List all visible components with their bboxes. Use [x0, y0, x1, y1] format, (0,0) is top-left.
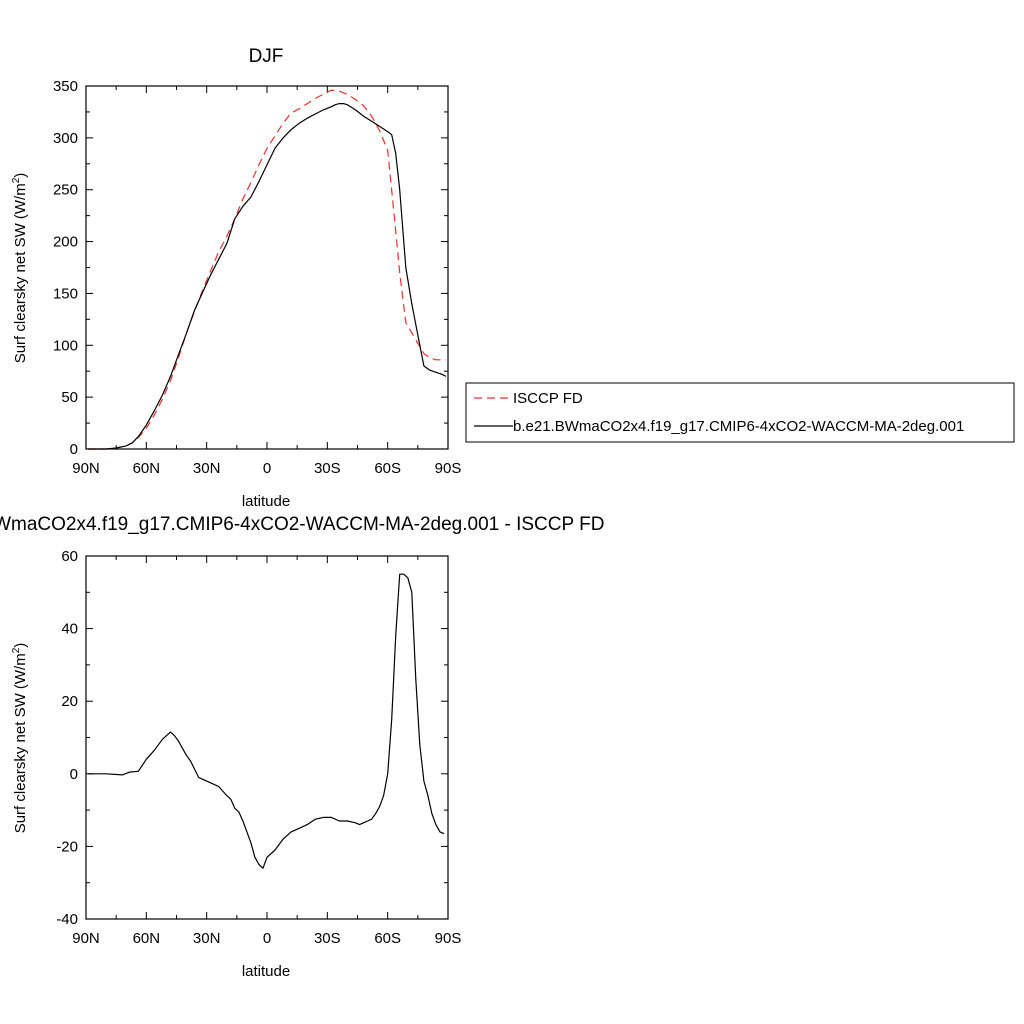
y-tick-label: -20 [56, 838, 78, 855]
top-x-ticks: 90N 60N 30N 0 30S 60S 90S [72, 86, 461, 477]
top-y-ticks: 0 50 100 150 200 250 300 350 [53, 78, 448, 458]
bottom-plot-frame [85, 555, 449, 920]
x-tick-label: 60N [133, 460, 161, 477]
y-tick-label: 0 [70, 766, 78, 783]
series-line-0 [88, 89, 446, 450]
bottom-x-ticks: 90N 60N 30N 0 30S 60S 90S [72, 556, 461, 947]
legend: ISCCP FD b.e21.BWmaCO2x4.f19_g17.CMIP6-4… [465, 382, 1015, 443]
x-tick-label: 30N [193, 930, 221, 947]
bottom-panel: b.e21.BWmaCO2x4.f19_g17.CMIP6-4xCO2-WACC… [0, 514, 604, 980]
x-tick-label: 60N [133, 930, 161, 947]
y-tick-label: 40 [61, 621, 78, 638]
top-y-axis-label-sup: 2 [11, 177, 22, 183]
series-line-0 [88, 573, 445, 869]
top-x-axis-label: latitude [242, 493, 290, 510]
x-tick-label: 30S [314, 460, 341, 477]
legend-label-model: b.e21.BWmaCO2x4.f19_g17.CMIP6-4xCO2-WACC… [513, 418, 964, 435]
bottom-x-axis-label: latitude [242, 963, 290, 980]
x-tick-label: 0 [263, 460, 271, 477]
y-tick-label: 250 [53, 182, 78, 199]
y-tick-label: 0 [70, 441, 78, 458]
top-title: DJF [249, 46, 284, 67]
y-tick-label: -40 [56, 911, 78, 928]
top-y-axis-label: Surf clearsky net SW (W/m2) [11, 173, 29, 364]
y-tick-label: 100 [53, 337, 78, 354]
x-tick-label: 90N [72, 930, 100, 947]
top-y-axis-label-main: Surf clearsky net SW (W/m [12, 183, 29, 363]
top-panel: DJF 90N 60N 30N 0 30S 60S 90S 0 50 100 150 200 250 3… [11, 46, 461, 510]
x-tick-label: 30S [314, 930, 341, 947]
y-tick-label: 200 [53, 234, 78, 251]
x-tick-label: 90S [435, 460, 462, 477]
bottom-y-ticks: -40 -20 0 20 40 60 [56, 548, 448, 928]
bottom-y-axis-label: Surf clearsky net SW (W/m2) [11, 643, 29, 834]
x-tick-label: 90N [72, 460, 100, 477]
bottom-y-axis-label-main: Surf clearsky net SW (W/m [12, 653, 29, 833]
x-tick-label: 30N [193, 460, 221, 477]
y-tick-label: 350 [53, 78, 78, 95]
top-series-lines [88, 89, 447, 450]
y-tick-label: 50 [61, 389, 78, 406]
bottom-title: b.e21.BWmaCO2x4.f19_g17.CMIP6-4xCO2-WACC… [0, 514, 604, 535]
bottom-y-axis-label-tail: ) [12, 643, 29, 648]
legend-box [465, 382, 1015, 443]
series-line-1 [88, 102, 447, 450]
y-tick-label: 20 [61, 693, 78, 710]
x-tick-label: 60S [374, 930, 401, 947]
top-plot-frame [85, 85, 449, 450]
x-tick-label: 90S [435, 930, 462, 947]
x-tick-label: 60S [374, 460, 401, 477]
y-tick-label: 300 [53, 130, 78, 147]
bottom-series-lines [88, 573, 445, 869]
top-y-axis-label-tail: ) [12, 173, 29, 178]
bottom-y-axis-label-sup: 2 [11, 647, 22, 653]
x-tick-label: 0 [263, 930, 271, 947]
y-tick-label: 60 [61, 548, 78, 565]
y-tick-label: 150 [53, 285, 78, 302]
legend-label-isccp: ISCCP FD [513, 390, 583, 407]
